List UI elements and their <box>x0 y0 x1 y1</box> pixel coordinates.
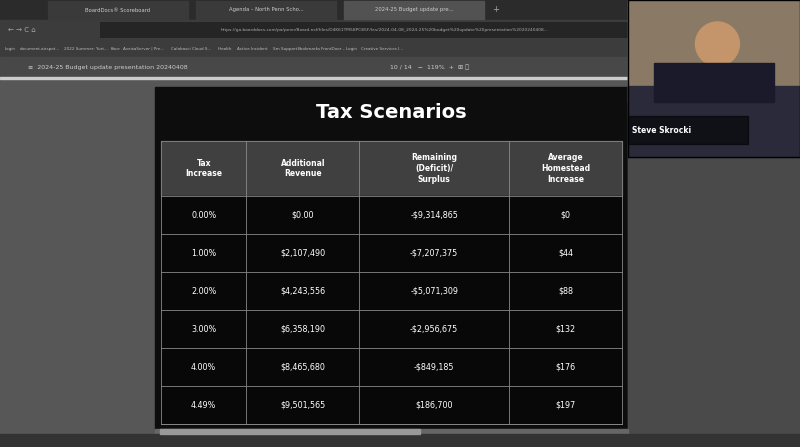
Text: 2024-25 Budget update pre...: 2024-25 Budget update pre... <box>374 8 454 13</box>
Text: zoom: zoom <box>664 391 764 423</box>
Bar <box>161 272 622 310</box>
Text: $88: $88 <box>558 287 573 295</box>
Text: $4,243,556: $4,243,556 <box>280 287 326 295</box>
Text: $44: $44 <box>558 249 573 257</box>
Text: $6,358,190: $6,358,190 <box>280 325 326 333</box>
Bar <box>161 386 622 424</box>
Text: 1.00%: 1.00% <box>191 249 216 257</box>
Text: Active Incident: Active Incident <box>237 47 267 51</box>
Bar <box>0 40 800 57</box>
Bar <box>0 434 800 447</box>
Bar <box>344 1 484 19</box>
Text: Login: Login <box>5 47 16 51</box>
Text: 2022 Summer: Yurt...: 2022 Summer: Yurt... <box>64 47 108 51</box>
Text: 0.00%: 0.00% <box>191 211 216 219</box>
Bar <box>161 196 622 234</box>
Bar <box>628 0 800 102</box>
Bar <box>0 0 800 20</box>
Text: Kace: Kace <box>110 47 120 51</box>
Bar <box>628 77 800 447</box>
Bar <box>155 429 628 434</box>
Text: Sm Support: Sm Support <box>273 47 297 51</box>
Bar <box>161 310 622 348</box>
Text: https://go.boarddocs.com/pa/penn/Board.nsf/files/D4K61TM58PC85F/les/2024-04-08_2: https://go.boarddocs.com/pa/penn/Board.n… <box>221 28 549 32</box>
Bar <box>155 87 628 429</box>
Text: -$849,185: -$849,185 <box>414 363 454 371</box>
Text: 4.00%: 4.00% <box>191 363 216 371</box>
Bar <box>161 348 622 386</box>
Text: $176: $176 <box>555 363 575 371</box>
Text: -$5,071,309: -$5,071,309 <box>410 287 458 295</box>
Text: $9,501,565: $9,501,565 <box>280 401 326 409</box>
Text: 4.49%: 4.49% <box>191 401 216 409</box>
Bar <box>628 116 749 144</box>
Text: ≡  2024-25 Budget update presentation 20240408: ≡ 2024-25 Budget update presentation 202… <box>28 64 188 69</box>
Text: ★ ☆ □ ☰: ★ ☆ □ ☰ <box>680 27 705 33</box>
Text: -$2,956,675: -$2,956,675 <box>410 325 458 333</box>
Text: BoardDocs® Scoreboard: BoardDocs® Scoreboard <box>86 8 150 13</box>
Text: Creative Services I...: Creative Services I... <box>362 47 403 51</box>
Text: $186,700: $186,700 <box>415 401 453 409</box>
Text: 10 / 14   −  119%  +  ⊞ ⓘ: 10 / 14 − 119% + ⊞ ⓘ <box>390 64 470 70</box>
Text: Tax Scenarios: Tax Scenarios <box>316 104 467 122</box>
Text: FrontDoor – Login: FrontDoor – Login <box>322 47 358 51</box>
Bar <box>628 0 800 157</box>
Bar <box>654 63 774 102</box>
Bar <box>0 57 800 77</box>
Bar <box>48 1 188 19</box>
Text: $0.00: $0.00 <box>291 211 314 219</box>
Text: Average
Homestead
Increase: Average Homestead Increase <box>541 153 590 184</box>
Text: -$9,314,865: -$9,314,865 <box>410 211 458 219</box>
Text: 2.00%: 2.00% <box>191 287 216 295</box>
Bar <box>160 429 420 434</box>
Bar <box>628 0 800 157</box>
Text: Additional
Revenue: Additional Revenue <box>281 159 325 178</box>
Text: iHealth: iHealth <box>218 47 232 51</box>
Bar <box>161 234 622 272</box>
Bar <box>100 22 670 38</box>
Bar <box>0 77 800 79</box>
Bar <box>161 141 622 196</box>
Bar <box>196 1 336 19</box>
Text: Steve Skrocki: Steve Skrocki <box>632 126 691 135</box>
Circle shape <box>695 22 739 66</box>
Text: Remaining
(Deficit)/
Surplus: Remaining (Deficit)/ Surplus <box>411 153 457 184</box>
Bar <box>628 157 800 447</box>
Bar <box>0 20 800 40</box>
Text: $197: $197 <box>555 401 576 409</box>
Text: $8,465,680: $8,465,680 <box>280 363 325 371</box>
Bar <box>0 77 800 447</box>
Text: Bookmarks: Bookmarks <box>298 47 321 51</box>
Text: AveisaServer | Pre...: AveisaServer | Pre... <box>123 47 165 51</box>
Text: Calabasci Cloud S...: Calabasci Cloud S... <box>171 47 212 51</box>
Text: +: + <box>493 5 499 14</box>
Bar <box>628 86 800 157</box>
Text: ← → C ⌂: ← → C ⌂ <box>8 27 36 33</box>
Text: $0: $0 <box>561 211 570 219</box>
Text: $132: $132 <box>555 325 575 333</box>
Text: Tax
Increase: Tax Increase <box>185 159 222 178</box>
Text: 3.00%: 3.00% <box>191 325 216 333</box>
Text: $2,107,490: $2,107,490 <box>280 249 326 257</box>
Text: Agenda – North Penn Scho...: Agenda – North Penn Scho... <box>229 8 303 13</box>
Text: -$7,207,375: -$7,207,375 <box>410 249 458 257</box>
Text: document.airspot...: document.airspot... <box>20 47 60 51</box>
